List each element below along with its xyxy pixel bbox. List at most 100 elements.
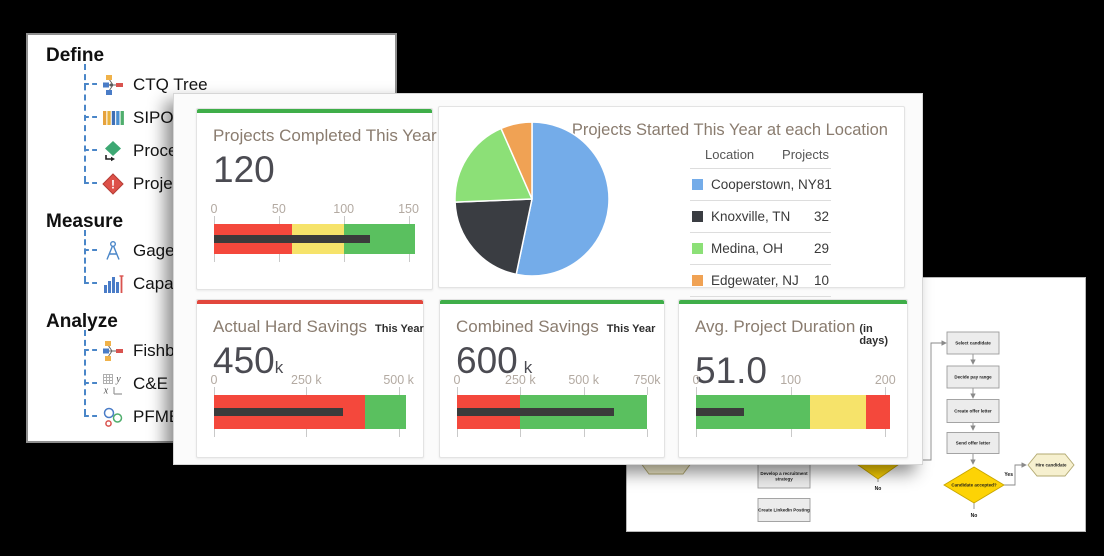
axis-tick-label: 50	[271, 202, 286, 216]
flow-branch-label: No	[875, 486, 882, 492]
tick-mark	[214, 387, 215, 395]
bullet-measure-bar	[457, 408, 615, 416]
legend-row-medina-oh: Medina, OH 29	[690, 232, 831, 264]
project-risk-icon: !	[102, 172, 124, 195]
flow-node-linkedin-posting[interactable]: Create LinkedIn Posting	[757, 498, 811, 522]
flow-node-label: strategy	[775, 476, 793, 481]
bullet-zone	[365, 395, 406, 429]
tick-mark	[696, 429, 697, 437]
pfmea-icon	[102, 406, 124, 428]
axis-tick-label: 750k	[633, 373, 661, 387]
tick-mark	[278, 216, 280, 224]
legend-swatch	[692, 179, 703, 190]
tree-section-header: Measure	[46, 211, 124, 232]
legend-label: Edgewater, NJ	[711, 273, 799, 288]
tree-section-header: Analyze	[46, 311, 118, 332]
axis-tick-label: 0	[692, 373, 700, 387]
dashboard-panel: Projects Completed This Year 120 0 50 100 1…	[173, 93, 923, 465]
flow-node-label: Select candidate	[955, 341, 991, 346]
axis-tick-label: 150	[398, 202, 419, 216]
card-title: Projects Completed This Year	[213, 126, 437, 145]
axis-tick-label: 200	[874, 373, 896, 387]
tick-mark	[583, 429, 585, 437]
legend-value: 81	[816, 177, 832, 192]
bullet-measure-bar	[696, 408, 745, 416]
legend-row-cooperstown-ny: Cooperstown, NY 81	[690, 168, 832, 200]
legend-swatch	[692, 211, 703, 222]
bullet-zone	[809, 395, 867, 429]
card-status-bar	[197, 300, 423, 304]
flow-branch-label: Yes	[1004, 472, 1013, 478]
bullet-axis: 0 250 k 500 k 750k	[453, 373, 661, 388]
bullet-chart: 0 100 200	[692, 373, 896, 437]
flow-node-hire-candidate[interactable]: Hire candidate	[1027, 453, 1075, 477]
card-period-label: This Year	[606, 323, 656, 335]
card-value: 450k	[213, 340, 284, 381]
pie-slice-medina-oh	[454, 127, 533, 203]
legend-value: 32	[813, 209, 829, 224]
flow-node-create-offer-letter[interactable]: Create offer letter	[946, 399, 1000, 423]
bullet-axis: 0 50 100 150	[211, 202, 419, 217]
flow-connector	[1004, 462, 1027, 486]
axis-tick-label: 250 k	[291, 373, 322, 387]
flow-node-label: Develop a recruitment	[760, 471, 808, 476]
tick-mark	[647, 429, 648, 437]
flow-node-send-offer-letter[interactable]: Send offer letter	[946, 432, 1000, 454]
sipoc-icon	[102, 107, 124, 129]
tick-mark	[790, 387, 792, 395]
bullet-track	[457, 387, 648, 437]
legend-header-location: Location	[705, 147, 755, 162]
tick-mark	[214, 429, 215, 437]
flow-node-label: Candidate accepted?	[951, 483, 997, 488]
svg-text:y: y	[115, 374, 121, 385]
axis-tick-label: 0	[453, 373, 461, 387]
tree-item-sipoc[interactable]: SIPOC	[84, 101, 395, 134]
bullet-measure-bar	[214, 408, 344, 416]
card-value: 600 k	[456, 340, 533, 381]
tick-mark	[306, 387, 308, 395]
card-title: Actual Hard Savings	[213, 317, 368, 336]
bullet-zone	[866, 395, 890, 429]
pie-slice-cooperstown-ny	[515, 121, 610, 277]
tick-mark	[306, 429, 308, 437]
axis-tick-label: 100	[333, 202, 355, 216]
process-map-icon	[102, 140, 124, 162]
card-projects-by-location: Projects Started This Year at each Locat…	[438, 106, 905, 297]
tree-item-label: SIPOC	[133, 107, 186, 127]
axis-tick-label: 500 k	[383, 373, 414, 387]
tick-mark	[214, 254, 215, 262]
card-title-suffix: (in days)	[859, 323, 889, 347]
bullet-track	[696, 387, 890, 437]
tick-mark	[457, 387, 458, 395]
legend-swatch	[692, 275, 703, 286]
pie-slice-knoxville-tn	[454, 198, 533, 276]
card-status-bar	[679, 300, 907, 304]
tick-mark	[520, 387, 522, 395]
flow-node-label: Create offer letter	[954, 409, 992, 414]
tick-mark	[583, 387, 585, 395]
flow-node-select-candidate[interactable]: Select candidate	[946, 331, 1000, 355]
tick-mark	[278, 254, 280, 262]
legend-label: Medina, OH	[711, 241, 784, 256]
flow-node-label: Send offer letter	[956, 441, 991, 446]
flow-node-label: Decide pay range	[954, 375, 992, 380]
tick-mark	[885, 429, 887, 437]
tree-item-ctq-tree[interactable]: CTQ Tree	[84, 68, 395, 101]
flow-branch-label: No	[971, 513, 978, 519]
tick-mark	[790, 429, 792, 437]
card-status-bar	[440, 300, 664, 304]
flow-node-decide-pay-range[interactable]: Decide pay range	[946, 365, 1000, 389]
axis-tick-label: 0	[210, 373, 218, 387]
flow-node-label: Hire candidate	[1035, 463, 1067, 468]
pie-legend: Location Projects Cooperstown, NY 81 Knoxvil…	[690, 147, 832, 297]
flow-node-candidate-accepted[interactable]: Candidate accepted?	[943, 466, 1005, 504]
tick-mark	[343, 254, 345, 262]
flow-node-label: Create LinkedIn Posting	[758, 508, 810, 513]
card-actual-hard-savings: Actual Hard Savings This Year 450k 0 250 …	[196, 299, 424, 458]
tick-mark	[408, 254, 410, 262]
legend-value: 10	[813, 273, 829, 288]
bullet-chart: 0 250 k 500 k	[210, 373, 414, 437]
legend-value: 29	[813, 241, 829, 256]
tick-mark	[457, 429, 458, 437]
